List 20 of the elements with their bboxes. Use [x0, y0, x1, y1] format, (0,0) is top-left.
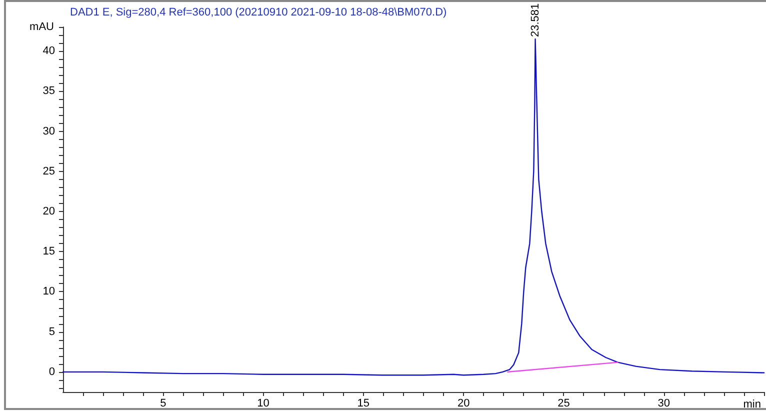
y-tick-label: 10: [42, 286, 55, 298]
y-tick-label: 20: [42, 206, 55, 218]
y-tick-label: 40: [42, 45, 55, 58]
y-tick-label: 25: [42, 165, 55, 178]
x-tick-label: 20: [457, 398, 470, 410]
line-series: [62, 38, 765, 376]
x-tick-label: 25: [558, 398, 570, 410]
y-tick-label: 15: [42, 246, 55, 258]
x-tick-label: 15: [357, 398, 370, 410]
x-tick-label: 10: [257, 398, 270, 410]
y-tick-label: 0: [48, 366, 55, 378]
chart-title: DAD1 E, Sig=280,4 Ref=360,100 (20210910 2021-09-10 18-08-48\BM070.D): [70, 6, 447, 18]
x-axis-title: min: [743, 398, 761, 410]
annotation: 23.581: [529, 3, 542, 38]
y-axis-title: mAU: [30, 21, 54, 33]
x-tick-label: 5: [160, 398, 166, 410]
y-tick-label: 5: [48, 326, 55, 338]
x-tick-label: 30: [658, 398, 670, 410]
y-tick-label: 35: [42, 85, 55, 98]
y-tick-label: 30: [42, 125, 55, 138]
